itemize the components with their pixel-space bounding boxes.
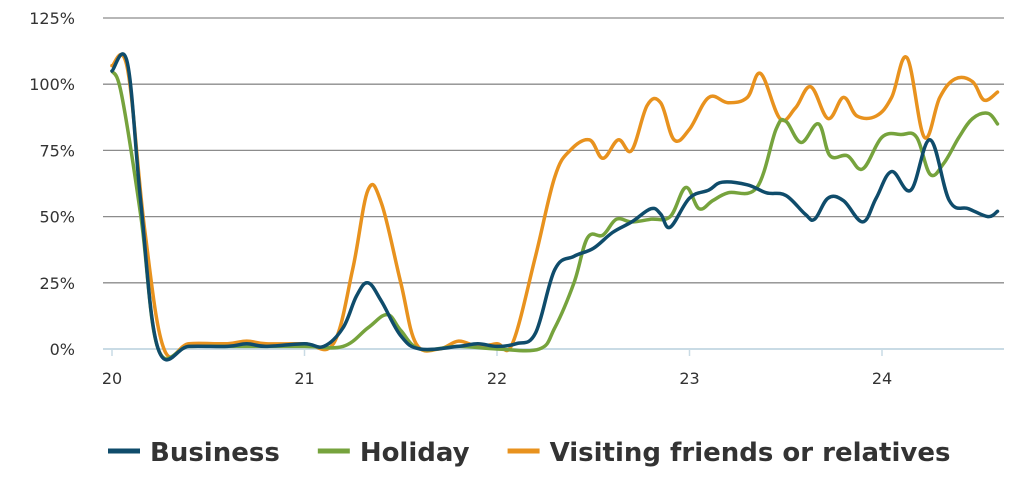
x-tick-label: 24 (872, 369, 892, 388)
series-lines (110, 52, 1000, 362)
gridlines (103, 17, 1004, 350)
series-line-visiting-friends-or-relatives (110, 52, 1000, 359)
y-tick-label: 25% (39, 274, 75, 293)
x-tick-label: 21 (294, 369, 314, 388)
y-tick-label: 50% (39, 208, 75, 227)
x-tick-label: 23 (679, 369, 699, 388)
axes: 0% 25% 50% 75% 100% 125% 20 21 22 23 24 (29, 9, 892, 388)
y-tick-label: 75% (39, 141, 75, 160)
legend-label: Holiday (360, 438, 470, 468)
y-tick-label: 100% (29, 75, 75, 94)
y-tick-label: 0% (50, 340, 75, 359)
x-tick-label: 20 (102, 369, 122, 388)
legend-label: Business (150, 438, 280, 468)
x-tick-label: 22 (487, 369, 507, 388)
y-tick-label: 125% (29, 9, 75, 28)
series-line-business (110, 52, 1000, 362)
legend-label: Visiting friends or relatives (550, 438, 951, 468)
legend: Business Holiday Visiting friends or relat… (108, 438, 950, 468)
series-line-holiday (110, 69, 1000, 361)
